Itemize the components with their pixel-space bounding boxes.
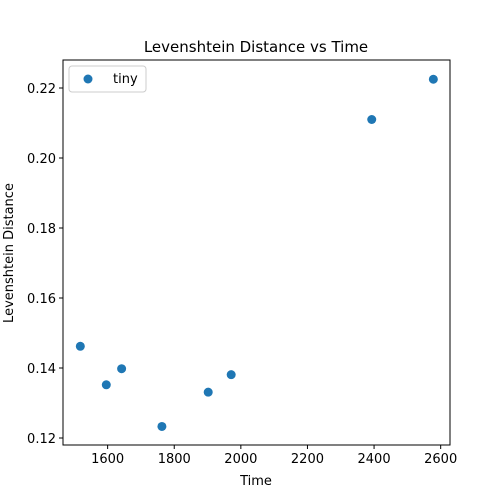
x-tick-label: 2400 xyxy=(358,452,391,467)
y-tick-label: 0.22 xyxy=(27,82,56,97)
legend: tiny xyxy=(68,65,147,93)
x-tick-label: 2200 xyxy=(291,452,324,467)
points-layer xyxy=(75,74,438,431)
data-point xyxy=(367,115,377,124)
data-point xyxy=(117,364,127,374)
x-tick-label: 1800 xyxy=(158,452,191,467)
x-tick-label: 2000 xyxy=(224,452,257,467)
legend-label-tiny: tiny xyxy=(113,72,138,87)
data-point xyxy=(75,341,85,351)
y-tick-label: 0.16 xyxy=(27,292,56,307)
data-point xyxy=(226,370,236,380)
legend-marker xyxy=(83,74,93,84)
y-tick-label: 0.14 xyxy=(27,362,56,377)
x-axis-label: Time xyxy=(239,474,272,489)
y-axis: 0.12 0.14 0.16 0.18 0.20 0.22 xyxy=(27,82,63,447)
data-point xyxy=(157,421,167,431)
y-tick-label: 0.18 xyxy=(27,222,56,237)
data-point xyxy=(203,387,213,397)
x-tick-label: 2600 xyxy=(424,452,457,467)
y-tick-label: 0.20 xyxy=(27,152,56,167)
x-axis: 1600 1800 2000 2200 2400 2600 xyxy=(91,445,457,467)
legend-box xyxy=(68,65,147,93)
plot-frame xyxy=(62,59,451,446)
x-tick-label: 1600 xyxy=(91,452,124,467)
chart-title: Levenshtein Distance vs Time xyxy=(144,38,368,56)
y-tick-label: 0.12 xyxy=(27,432,56,447)
data-point xyxy=(101,380,111,390)
data-point xyxy=(428,74,438,84)
y-axis-label: Levenshtein Distance xyxy=(2,183,17,323)
